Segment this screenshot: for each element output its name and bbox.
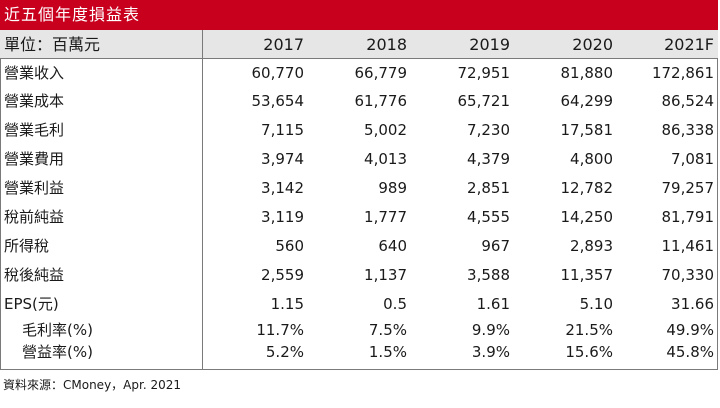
table-cell: 64,299 — [560, 92, 614, 110]
table-cell: 11,461 — [661, 237, 715, 255]
year-header: 2021F — [664, 35, 714, 54]
table-cell: 79,257 — [661, 179, 715, 197]
table-cell: 21.5% — [565, 321, 613, 339]
table-cell: 989 — [378, 179, 407, 197]
row-label: 稅前純益 — [4, 208, 65, 226]
table-title: 近五個年度損益表 — [0, 0, 718, 30]
table-cell: 49.9% — [666, 321, 714, 339]
table-cell: 12,782 — [560, 179, 614, 197]
table-cell: 640 — [378, 237, 407, 255]
year-header: 2018 — [366, 35, 407, 54]
table-cell: 86,524 — [661, 92, 715, 110]
table-cell: 3.9% — [471, 343, 510, 361]
table-cell: 7,230 — [467, 121, 510, 139]
table-cell: 14,250 — [560, 208, 614, 226]
table-cell: 7.5% — [368, 321, 407, 339]
table-cell: 9.9% — [471, 321, 510, 339]
table-cell: 1,777 — [364, 208, 407, 226]
table-cell: 4,013 — [364, 150, 407, 168]
table-cell: 1.15 — [270, 295, 304, 313]
table-cell: 2,893 — [570, 237, 613, 255]
column-divider — [202, 30, 203, 370]
year-header: 2017 — [263, 35, 304, 54]
year-header: 2019 — [469, 35, 510, 54]
row-label: EPS(元) — [4, 295, 59, 313]
table-cell: 15.6% — [565, 343, 613, 361]
table-header-row — [0, 30, 718, 59]
table-cell: 967 — [481, 237, 510, 255]
table-cell: 65,721 — [457, 92, 511, 110]
table-cell: 1.61 — [476, 295, 510, 313]
table-cell: 3,119 — [261, 208, 304, 226]
row-label: 所得稅 — [4, 237, 50, 255]
row-label: 營業費用 — [4, 150, 65, 168]
table-cell: 11.7% — [256, 321, 304, 339]
table-cell: 7,081 — [671, 150, 714, 168]
row-label: 毛利率(%) — [22, 321, 93, 339]
table-cell: 45.8% — [666, 343, 714, 361]
table-cell: 60,770 — [251, 64, 305, 82]
table-cell: 5.2% — [265, 343, 304, 361]
unit-label: 單位：百萬元 — [4, 35, 101, 54]
table-cell: 81,791 — [661, 208, 715, 226]
row-label: 營益率(%) — [22, 343, 93, 361]
table-cell: 86,338 — [661, 121, 715, 139]
table-cell: 5,002 — [364, 121, 407, 139]
table-cell: 5.10 — [579, 295, 613, 313]
table-cell: 72,951 — [457, 64, 511, 82]
table-cell: 17,581 — [560, 121, 614, 139]
table-cell: 7,115 — [261, 121, 304, 139]
table-cell: 2,851 — [467, 179, 510, 197]
table-cell: 66,779 — [354, 64, 408, 82]
table-cell: 3,142 — [261, 179, 304, 197]
row-label: 營業毛利 — [4, 121, 65, 139]
table-cell: 3,588 — [467, 266, 510, 284]
table-cell: 11,357 — [560, 266, 614, 284]
row-label: 營業收入 — [4, 64, 65, 82]
table-cell: 1,137 — [364, 266, 407, 284]
row-label: 稅後純益 — [4, 266, 65, 284]
table-cell: 61,776 — [354, 92, 408, 110]
table-cell: 4,379 — [467, 150, 510, 168]
row-label: 營業成本 — [4, 92, 65, 110]
table-cell: 172,861 — [651, 64, 714, 82]
table-cell: 3,974 — [261, 150, 304, 168]
table-cell: 1.5% — [368, 343, 407, 361]
table-cell: 2,559 — [261, 266, 304, 284]
table-cell: 560 — [275, 237, 304, 255]
row-label: 營業利益 — [4, 179, 65, 197]
table-cell: 70,330 — [661, 266, 715, 284]
table-cell: 4,800 — [570, 150, 613, 168]
year-header: 2020 — [572, 35, 613, 54]
table-cell: 4,555 — [467, 208, 510, 226]
table-cell: 31.66 — [671, 295, 714, 313]
table-cell: 53,654 — [251, 92, 305, 110]
source-note: 資料來源：CMoney，Apr. 2021 — [3, 378, 181, 392]
table-cell: 81,880 — [560, 64, 614, 82]
table-cell: 0.5 — [383, 295, 407, 313]
